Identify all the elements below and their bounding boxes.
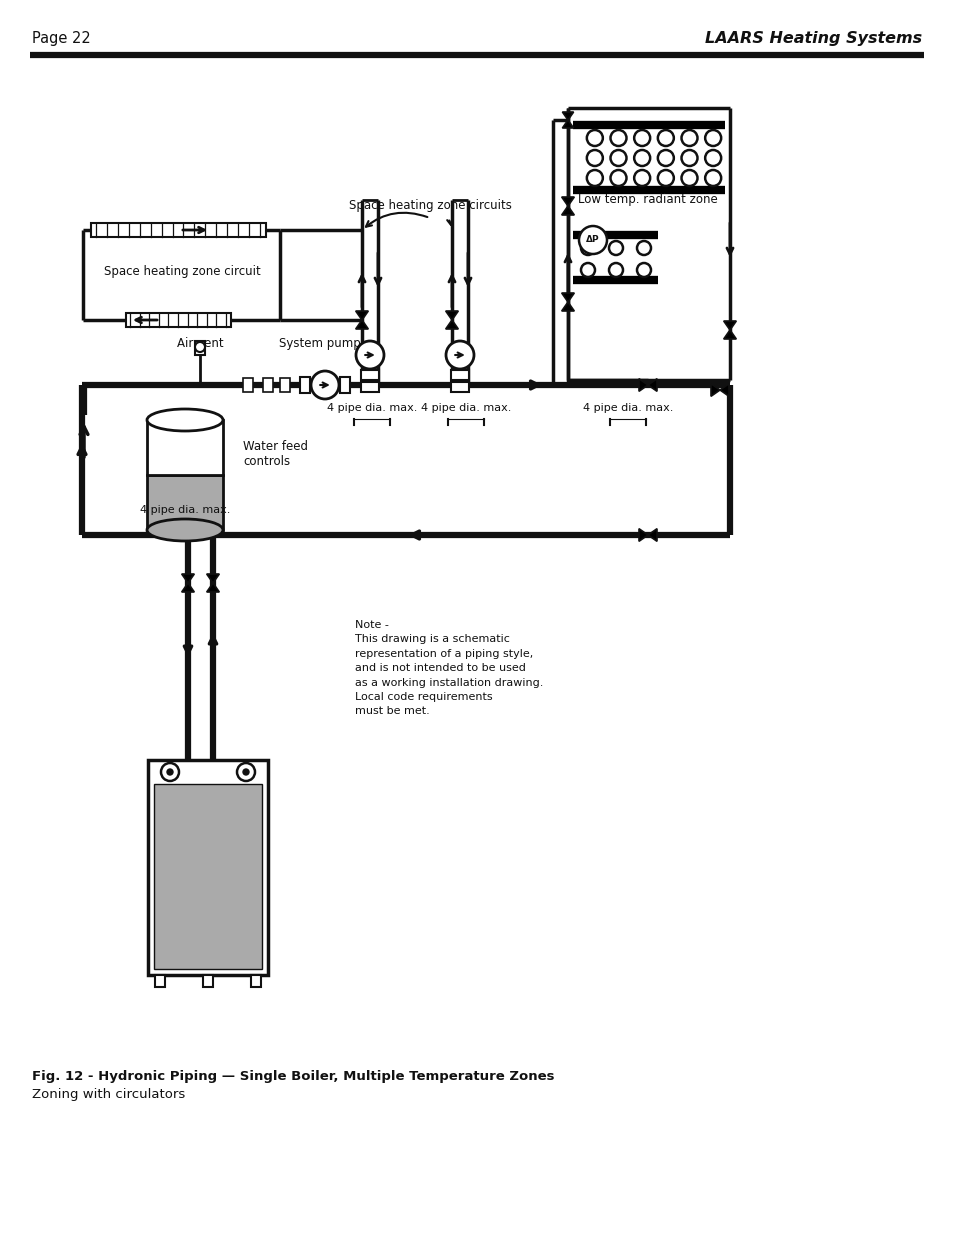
Text: Space heating zone circuits: Space heating zone circuits (348, 199, 511, 212)
Polygon shape (720, 384, 728, 396)
Bar (147, 420, 223, 475)
Text: Page 22: Page 22 (32, 31, 91, 46)
Bar (194, 341, 205, 354)
Text: Air vent: Air vent (176, 337, 223, 350)
Text: LAARS Heating Systems: LAARS Heating Systems (704, 31, 921, 46)
Circle shape (658, 130, 673, 146)
Bar (280, 378, 290, 391)
Circle shape (634, 149, 650, 165)
Circle shape (608, 241, 622, 254)
Polygon shape (207, 583, 219, 592)
Text: Fig. 12 - Hydronic Piping — Single Boiler, Multiple Temperature Zones: Fig. 12 - Hydronic Piping — Single Boile… (32, 1070, 554, 1083)
Bar (360, 382, 378, 391)
Text: 4 pipe dia. max.: 4 pipe dia. max. (420, 403, 511, 412)
Polygon shape (561, 198, 574, 206)
Bar (360, 370, 378, 380)
Bar (299, 377, 310, 393)
Text: Space heating zone circuit: Space heating zone circuit (104, 266, 260, 279)
Ellipse shape (147, 409, 223, 431)
Polygon shape (723, 330, 736, 338)
Circle shape (236, 763, 254, 781)
Text: Note -
This drawing is a schematic
representation of a piping style,
and is not : Note - This drawing is a schematic repre… (355, 620, 543, 716)
Polygon shape (445, 311, 457, 320)
Polygon shape (647, 379, 657, 391)
Bar (154, 974, 165, 987)
Circle shape (658, 149, 673, 165)
Circle shape (610, 130, 626, 146)
Circle shape (161, 763, 179, 781)
Circle shape (194, 342, 205, 352)
Text: 4 pipe dia. max.: 4 pipe dia. max. (582, 403, 673, 412)
Circle shape (578, 226, 606, 254)
Ellipse shape (147, 519, 223, 541)
Polygon shape (445, 320, 457, 329)
Bar (243, 378, 253, 391)
Bar (153, 784, 262, 969)
Bar (451, 382, 469, 391)
Polygon shape (562, 112, 573, 120)
Text: 4 pipe dia. max.: 4 pipe dia. max. (140, 505, 230, 515)
Polygon shape (647, 529, 657, 541)
Polygon shape (207, 574, 219, 583)
Circle shape (658, 170, 673, 186)
Circle shape (355, 341, 384, 369)
Polygon shape (181, 583, 194, 592)
Bar (126, 312, 231, 327)
Circle shape (704, 130, 720, 146)
Bar (91, 224, 265, 237)
Circle shape (634, 130, 650, 146)
Circle shape (580, 263, 595, 277)
Circle shape (586, 149, 602, 165)
Circle shape (704, 170, 720, 186)
Text: ΔP: ΔP (585, 236, 599, 245)
Polygon shape (561, 293, 574, 303)
Text: System pump: System pump (279, 337, 360, 350)
Polygon shape (710, 384, 720, 396)
Polygon shape (355, 320, 368, 329)
Circle shape (637, 263, 650, 277)
Circle shape (580, 241, 595, 254)
Polygon shape (562, 120, 573, 128)
Polygon shape (181, 574, 194, 583)
Circle shape (311, 370, 338, 399)
Text: Zoning with circulators: Zoning with circulators (32, 1088, 185, 1100)
Circle shape (610, 170, 626, 186)
Circle shape (243, 769, 249, 776)
Bar (203, 974, 213, 987)
Polygon shape (561, 206, 574, 215)
Circle shape (634, 170, 650, 186)
Circle shape (680, 149, 697, 165)
Polygon shape (639, 379, 647, 391)
Bar (148, 760, 268, 974)
Polygon shape (561, 303, 574, 311)
Bar (263, 378, 273, 391)
Bar (339, 377, 350, 393)
Text: Low temp. radiant zone: Low temp. radiant zone (578, 194, 717, 206)
Circle shape (608, 263, 622, 277)
Bar (147, 475, 223, 530)
Circle shape (637, 241, 650, 254)
Text: 4 pipe dia. max.: 4 pipe dia. max. (327, 403, 416, 412)
Circle shape (610, 149, 626, 165)
Circle shape (167, 769, 172, 776)
Bar (451, 370, 469, 380)
Circle shape (586, 170, 602, 186)
Polygon shape (355, 311, 368, 320)
Bar (251, 974, 261, 987)
Circle shape (586, 130, 602, 146)
Text: Water feed
controls: Water feed controls (243, 440, 308, 468)
Circle shape (704, 149, 720, 165)
Polygon shape (639, 529, 647, 541)
Polygon shape (723, 321, 736, 330)
Circle shape (446, 341, 474, 369)
Circle shape (680, 130, 697, 146)
Circle shape (680, 170, 697, 186)
